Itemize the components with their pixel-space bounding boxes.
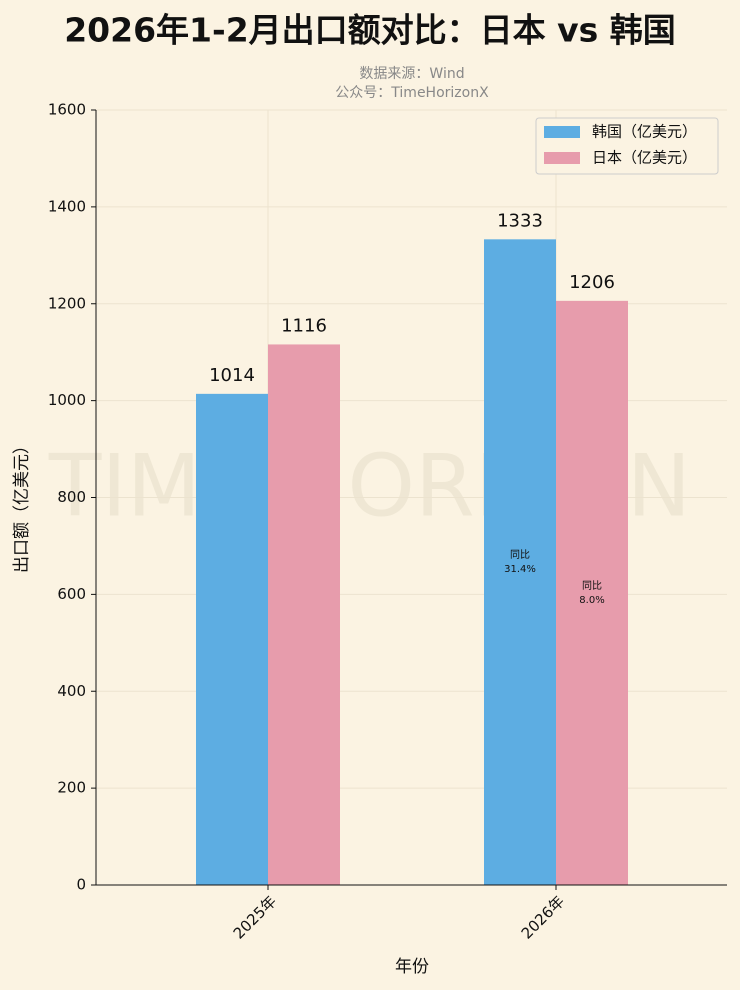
value-label: 1014 — [209, 365, 255, 386]
value-label: 1333 — [497, 210, 543, 231]
y-tick-label: 1200 — [48, 294, 86, 312]
legend-swatch — [544, 152, 580, 164]
y-tick-label: 1000 — [48, 391, 86, 409]
x-axis-label: 年份 — [395, 957, 429, 977]
y-tick-label: 1600 — [48, 101, 86, 119]
value-label: 1206 — [569, 272, 615, 293]
subtitle: 数据来源：Wind — [359, 66, 464, 82]
bar — [268, 344, 340, 885]
y-tick-label: 800 — [57, 488, 86, 506]
yoy-label: 31.4% — [504, 564, 536, 575]
bar — [556, 300, 628, 885]
subtitle: 公众号：TimeHorizonX — [335, 85, 489, 101]
legend-swatch — [544, 126, 580, 138]
bar — [196, 393, 268, 885]
y-tick-label: 1400 — [48, 197, 86, 215]
legend-box — [535, 117, 719, 175]
yoy-label: 8.0% — [579, 595, 604, 606]
value-label: 1116 — [281, 315, 327, 336]
legend-label: 韩国（亿美元） — [592, 123, 697, 141]
y-axis-label: 出口额（亿美元） — [12, 437, 32, 573]
chart-title: 2026年1-2月出口额对比：日本 vs 韩国 — [64, 11, 676, 50]
yoy-title: 同比 — [510, 549, 530, 561]
y-tick-label: 400 — [57, 682, 86, 700]
yoy-title: 同比 — [582, 580, 602, 592]
y-tick-label: 600 — [57, 585, 86, 603]
y-tick-label: 200 — [57, 779, 86, 797]
bar — [484, 239, 556, 885]
y-tick-label: 0 — [76, 876, 86, 894]
legend-label: 日本（亿美元） — [592, 149, 697, 167]
